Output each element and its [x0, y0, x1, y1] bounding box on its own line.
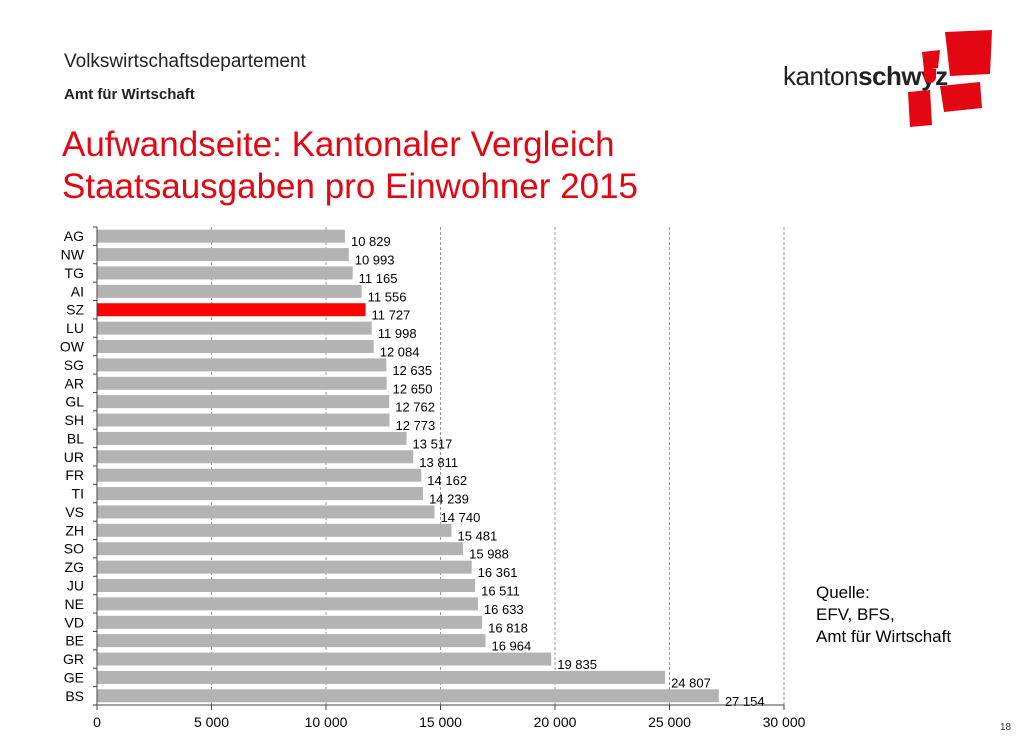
x-tick-label: 10 000 — [305, 714, 348, 730]
data-label: 15 481 — [458, 528, 498, 543]
x-tick-label: 5 000 — [194, 714, 229, 730]
data-label: 10 829 — [351, 234, 391, 249]
x-tick-label: 30 000 — [763, 714, 806, 730]
data-label: 12 635 — [392, 363, 432, 378]
bar — [97, 303, 366, 317]
data-label: 11 556 — [368, 289, 407, 304]
title-line-1: Aufwandseite: Kantonaler Vergleich — [62, 125, 615, 164]
category-label: GR — [63, 651, 84, 667]
data-label: 12 762 — [395, 400, 435, 415]
category-label: LU — [66, 320, 84, 336]
category-label: VS — [65, 504, 84, 520]
bar — [97, 689, 719, 703]
data-label: 14 740 — [441, 510, 481, 525]
bar — [97, 321, 372, 335]
x-tick-label: 20 000 — [534, 714, 577, 730]
data-label: 13 517 — [413, 436, 453, 451]
page-number: 18 — [1000, 722, 1012, 733]
bar — [97, 597, 478, 611]
category-label: AG — [64, 228, 84, 244]
data-label: 19 835 — [557, 657, 597, 672]
category-label: TI — [72, 486, 84, 502]
bar — [97, 376, 387, 390]
bar — [97, 340, 374, 353]
category-label: ZH — [65, 522, 84, 538]
category-label: GE — [64, 669, 84, 685]
data-label: 14 162 — [427, 473, 467, 488]
category-label: NE — [65, 596, 84, 612]
category-label: BE — [65, 633, 84, 649]
bar — [97, 284, 362, 298]
data-label: 16 511 — [481, 584, 520, 599]
category-label: FR — [65, 467, 84, 483]
bar — [97, 579, 476, 592]
bar — [97, 358, 387, 372]
bar — [97, 615, 483, 629]
category-label: VD — [65, 614, 84, 630]
x-tick-label: 15 000 — [419, 714, 462, 730]
data-label: 16 818 — [488, 620, 528, 635]
department-name: Volkswirtschaftsdepartement — [64, 51, 306, 72]
bar — [97, 266, 353, 280]
logo-shield-icon — [924, 69, 936, 83]
x-tick-label: 0 — [93, 714, 101, 730]
bar — [97, 505, 435, 519]
page-title: Aufwandseite: Kantonaler Vergleich Staat… — [62, 124, 638, 208]
data-label: 11 998 — [378, 326, 417, 341]
category-label: AI — [71, 283, 84, 299]
logo-text-regular: kanton — [783, 61, 859, 91]
source-line-3: Amt für Wirtschaft — [816, 627, 952, 646]
data-label: 11 727 — [372, 308, 411, 323]
category-label: OW — [60, 339, 85, 355]
category-label: TG — [65, 265, 84, 281]
bar — [97, 634, 486, 648]
bar — [97, 652, 552, 666]
category-label: BS — [65, 688, 84, 704]
bar — [97, 560, 472, 574]
data-label: 16 964 — [491, 639, 531, 654]
category-label: SO — [64, 541, 84, 557]
data-label: 14 239 — [429, 492, 469, 507]
category-label: NW — [61, 247, 85, 263]
category-label: SZ — [66, 302, 84, 318]
bar — [97, 542, 464, 556]
x-tick-label: 25 000 — [648, 714, 691, 730]
category-label: SG — [64, 357, 84, 373]
bar — [97, 229, 345, 243]
category-label: GL — [65, 394, 84, 410]
data-label: 11 165 — [359, 271, 398, 286]
data-label: 12 650 — [393, 381, 433, 396]
bar — [97, 413, 390, 427]
data-label: 10 993 — [355, 253, 395, 268]
data-label: 15 988 — [469, 547, 509, 562]
data-label: 16 633 — [484, 602, 524, 617]
category-label: UR — [64, 449, 84, 465]
data-label: 12 773 — [396, 418, 436, 433]
logo-squares-icon — [908, 30, 992, 127]
data-label: 12 084 — [380, 345, 420, 360]
bar — [97, 487, 424, 501]
source-note: Quelle: EFV, BFS, Amt für Wirtschaft — [816, 582, 951, 648]
source-line-1: Quelle: — [816, 583, 870, 602]
bar — [97, 248, 349, 262]
bar — [97, 431, 407, 445]
category-label: JU — [67, 578, 84, 594]
source-line-2: EFV, BFS, — [816, 605, 895, 624]
office-name: Amt für Wirtschaft — [64, 86, 195, 103]
bar — [97, 670, 666, 684]
bar — [97, 450, 414, 464]
data-label: 24 807 — [671, 675, 711, 690]
data-label: 27 154 — [725, 694, 765, 709]
title-line-2: Staatsausgaben pro Einwohner 2015 — [62, 167, 638, 206]
bar — [97, 395, 390, 409]
data-label: 16 361 — [478, 565, 518, 580]
category-label: ZG — [65, 559, 84, 575]
category-label: AR — [65, 375, 84, 391]
data-label: 13 811 — [419, 455, 458, 470]
category-label: BL — [67, 430, 84, 446]
category-label: SH — [65, 412, 84, 428]
bar — [97, 523, 452, 537]
bar — [97, 468, 422, 482]
